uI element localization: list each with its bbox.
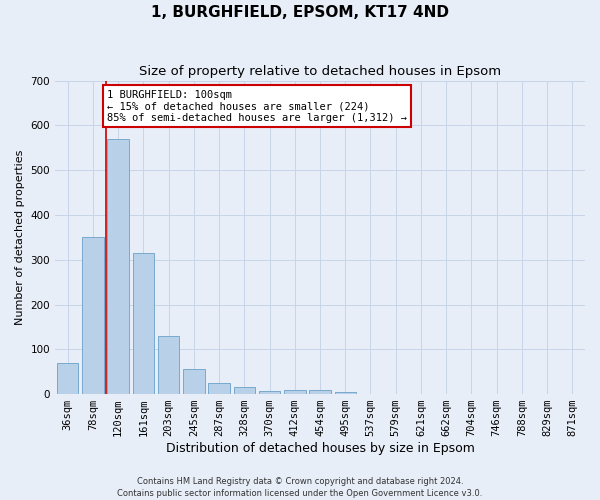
Text: 1, BURGHFIELD, EPSOM, KT17 4ND: 1, BURGHFIELD, EPSOM, KT17 4ND <box>151 5 449 20</box>
Bar <box>284 390 305 394</box>
Bar <box>57 362 79 394</box>
Bar <box>107 139 129 394</box>
Bar <box>133 253 154 394</box>
Bar <box>158 336 179 394</box>
Bar <box>233 388 255 394</box>
Y-axis label: Number of detached properties: Number of detached properties <box>15 150 25 325</box>
Bar <box>208 383 230 394</box>
Bar <box>183 368 205 394</box>
Text: Contains HM Land Registry data © Crown copyright and database right 2024.
Contai: Contains HM Land Registry data © Crown c… <box>118 476 482 498</box>
Bar <box>82 238 104 394</box>
Title: Size of property relative to detached houses in Epsom: Size of property relative to detached ho… <box>139 65 501 78</box>
X-axis label: Distribution of detached houses by size in Epsom: Distribution of detached houses by size … <box>166 442 475 455</box>
Bar <box>335 392 356 394</box>
Bar <box>259 390 280 394</box>
Text: 1 BURGHFIELD: 100sqm
← 15% of detached houses are smaller (224)
85% of semi-deta: 1 BURGHFIELD: 100sqm ← 15% of detached h… <box>107 90 407 122</box>
Bar <box>309 390 331 394</box>
